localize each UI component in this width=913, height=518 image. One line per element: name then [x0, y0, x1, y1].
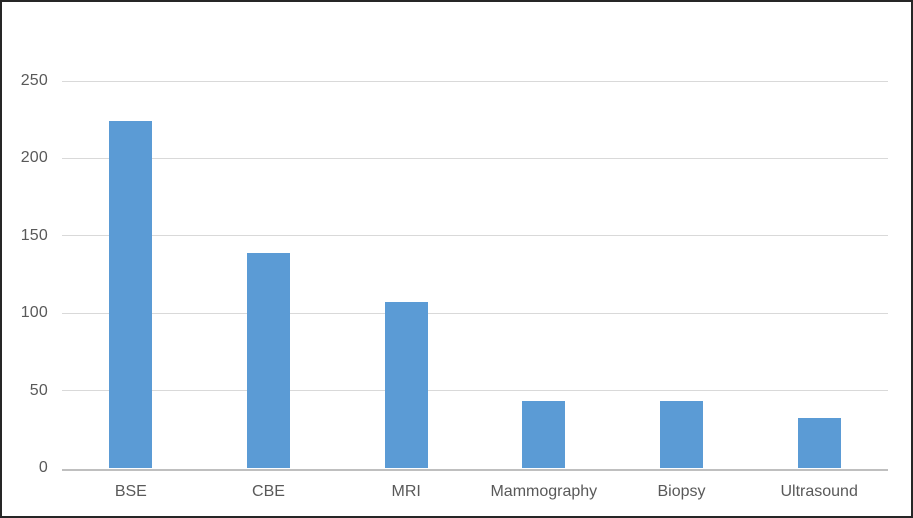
gridline-250: [62, 80, 888, 82]
x-axis-category-label-bse: BSE: [114, 483, 147, 500]
gridline-100: [62, 312, 888, 314]
bar-biopsy: [660, 401, 703, 468]
gridline-50: [62, 390, 888, 392]
x-axis-category-label-biopsy: Biopsy: [657, 483, 706, 500]
gridline-200: [62, 157, 888, 159]
x-axis-category-label-ultrasound: Ultrasound: [780, 483, 858, 500]
x-axis-category-label-mri: MRI: [391, 483, 421, 500]
y-axis-tick-label-250: 250: [20, 72, 48, 89]
bar-cbe: [247, 252, 290, 468]
x-axis-line: [62, 469, 888, 471]
y-axis-tick-label-0: 0: [38, 459, 48, 476]
x-axis-category-label-mammography: Mammography: [490, 483, 598, 500]
y-axis-tick-label-200: 200: [20, 149, 48, 167]
bar-mammography: [522, 401, 566, 468]
x-axis-category-label-cbe: CBE: [252, 483, 285, 500]
y-axis-tick-label-100: 100: [20, 304, 48, 322]
bar-mri: [384, 302, 428, 468]
y-axis-tick-label-50: 50: [29, 381, 48, 399]
gridline-150: [62, 235, 888, 237]
y-axis-tick-label-150: 150: [20, 226, 48, 244]
bar-bse: [109, 121, 153, 468]
bar-ultrasound: [797, 418, 841, 468]
